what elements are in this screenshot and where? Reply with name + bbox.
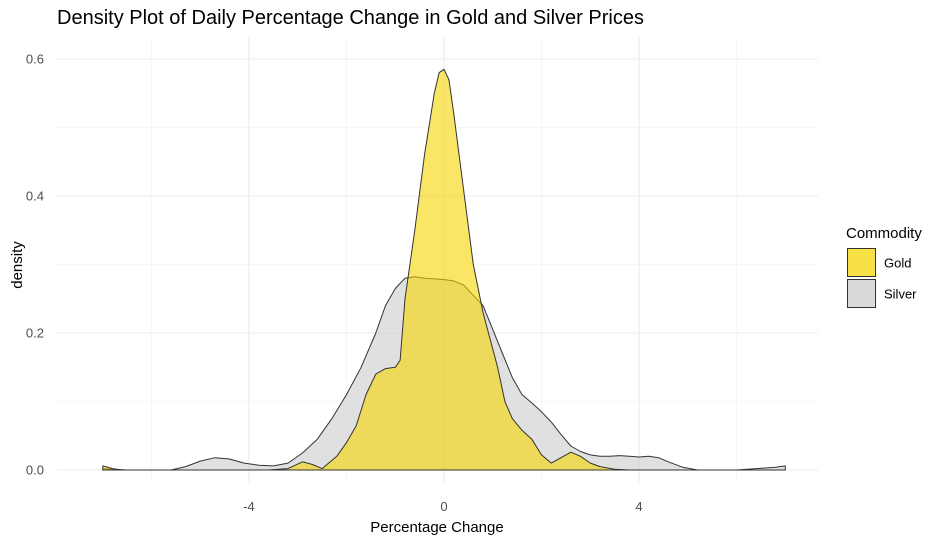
legend: Commodity Gold Silver [846, 225, 922, 308]
legend-label-silver: Silver [884, 287, 917, 302]
x-axis-ticks: -4 0 4 [243, 499, 642, 514]
density-areas [102, 68, 786, 471]
legend-key-gold [847, 248, 876, 277]
legend-label-gold: Gold [884, 256, 911, 271]
legend-key-silver [847, 279, 876, 308]
legend-items: Gold Silver [847, 248, 917, 308]
y-tick-label: 0.4 [26, 189, 44, 204]
x-tick-label: -4 [243, 499, 255, 514]
density-area-gold [102, 68, 786, 471]
x-tick-label: 4 [635, 499, 642, 514]
legend-title: Commodity [846, 225, 922, 242]
chart-title: Density Plot of Daily Percentage Change … [57, 7, 644, 29]
y-axis-ticks: 0.0 0.2 0.4 0.6 [26, 52, 44, 478]
y-axis-title: density [9, 241, 26, 289]
x-axis-title: Percentage Change [370, 519, 503, 536]
x-tick-label: 0 [440, 499, 447, 514]
y-tick-label: 0.6 [26, 52, 44, 67]
y-tick-label: 0.2 [26, 326, 44, 341]
legend-item-gold: Gold [847, 248, 911, 277]
y-tick-label: 0.0 [26, 463, 44, 478]
legend-item-silver: Silver [847, 279, 917, 308]
